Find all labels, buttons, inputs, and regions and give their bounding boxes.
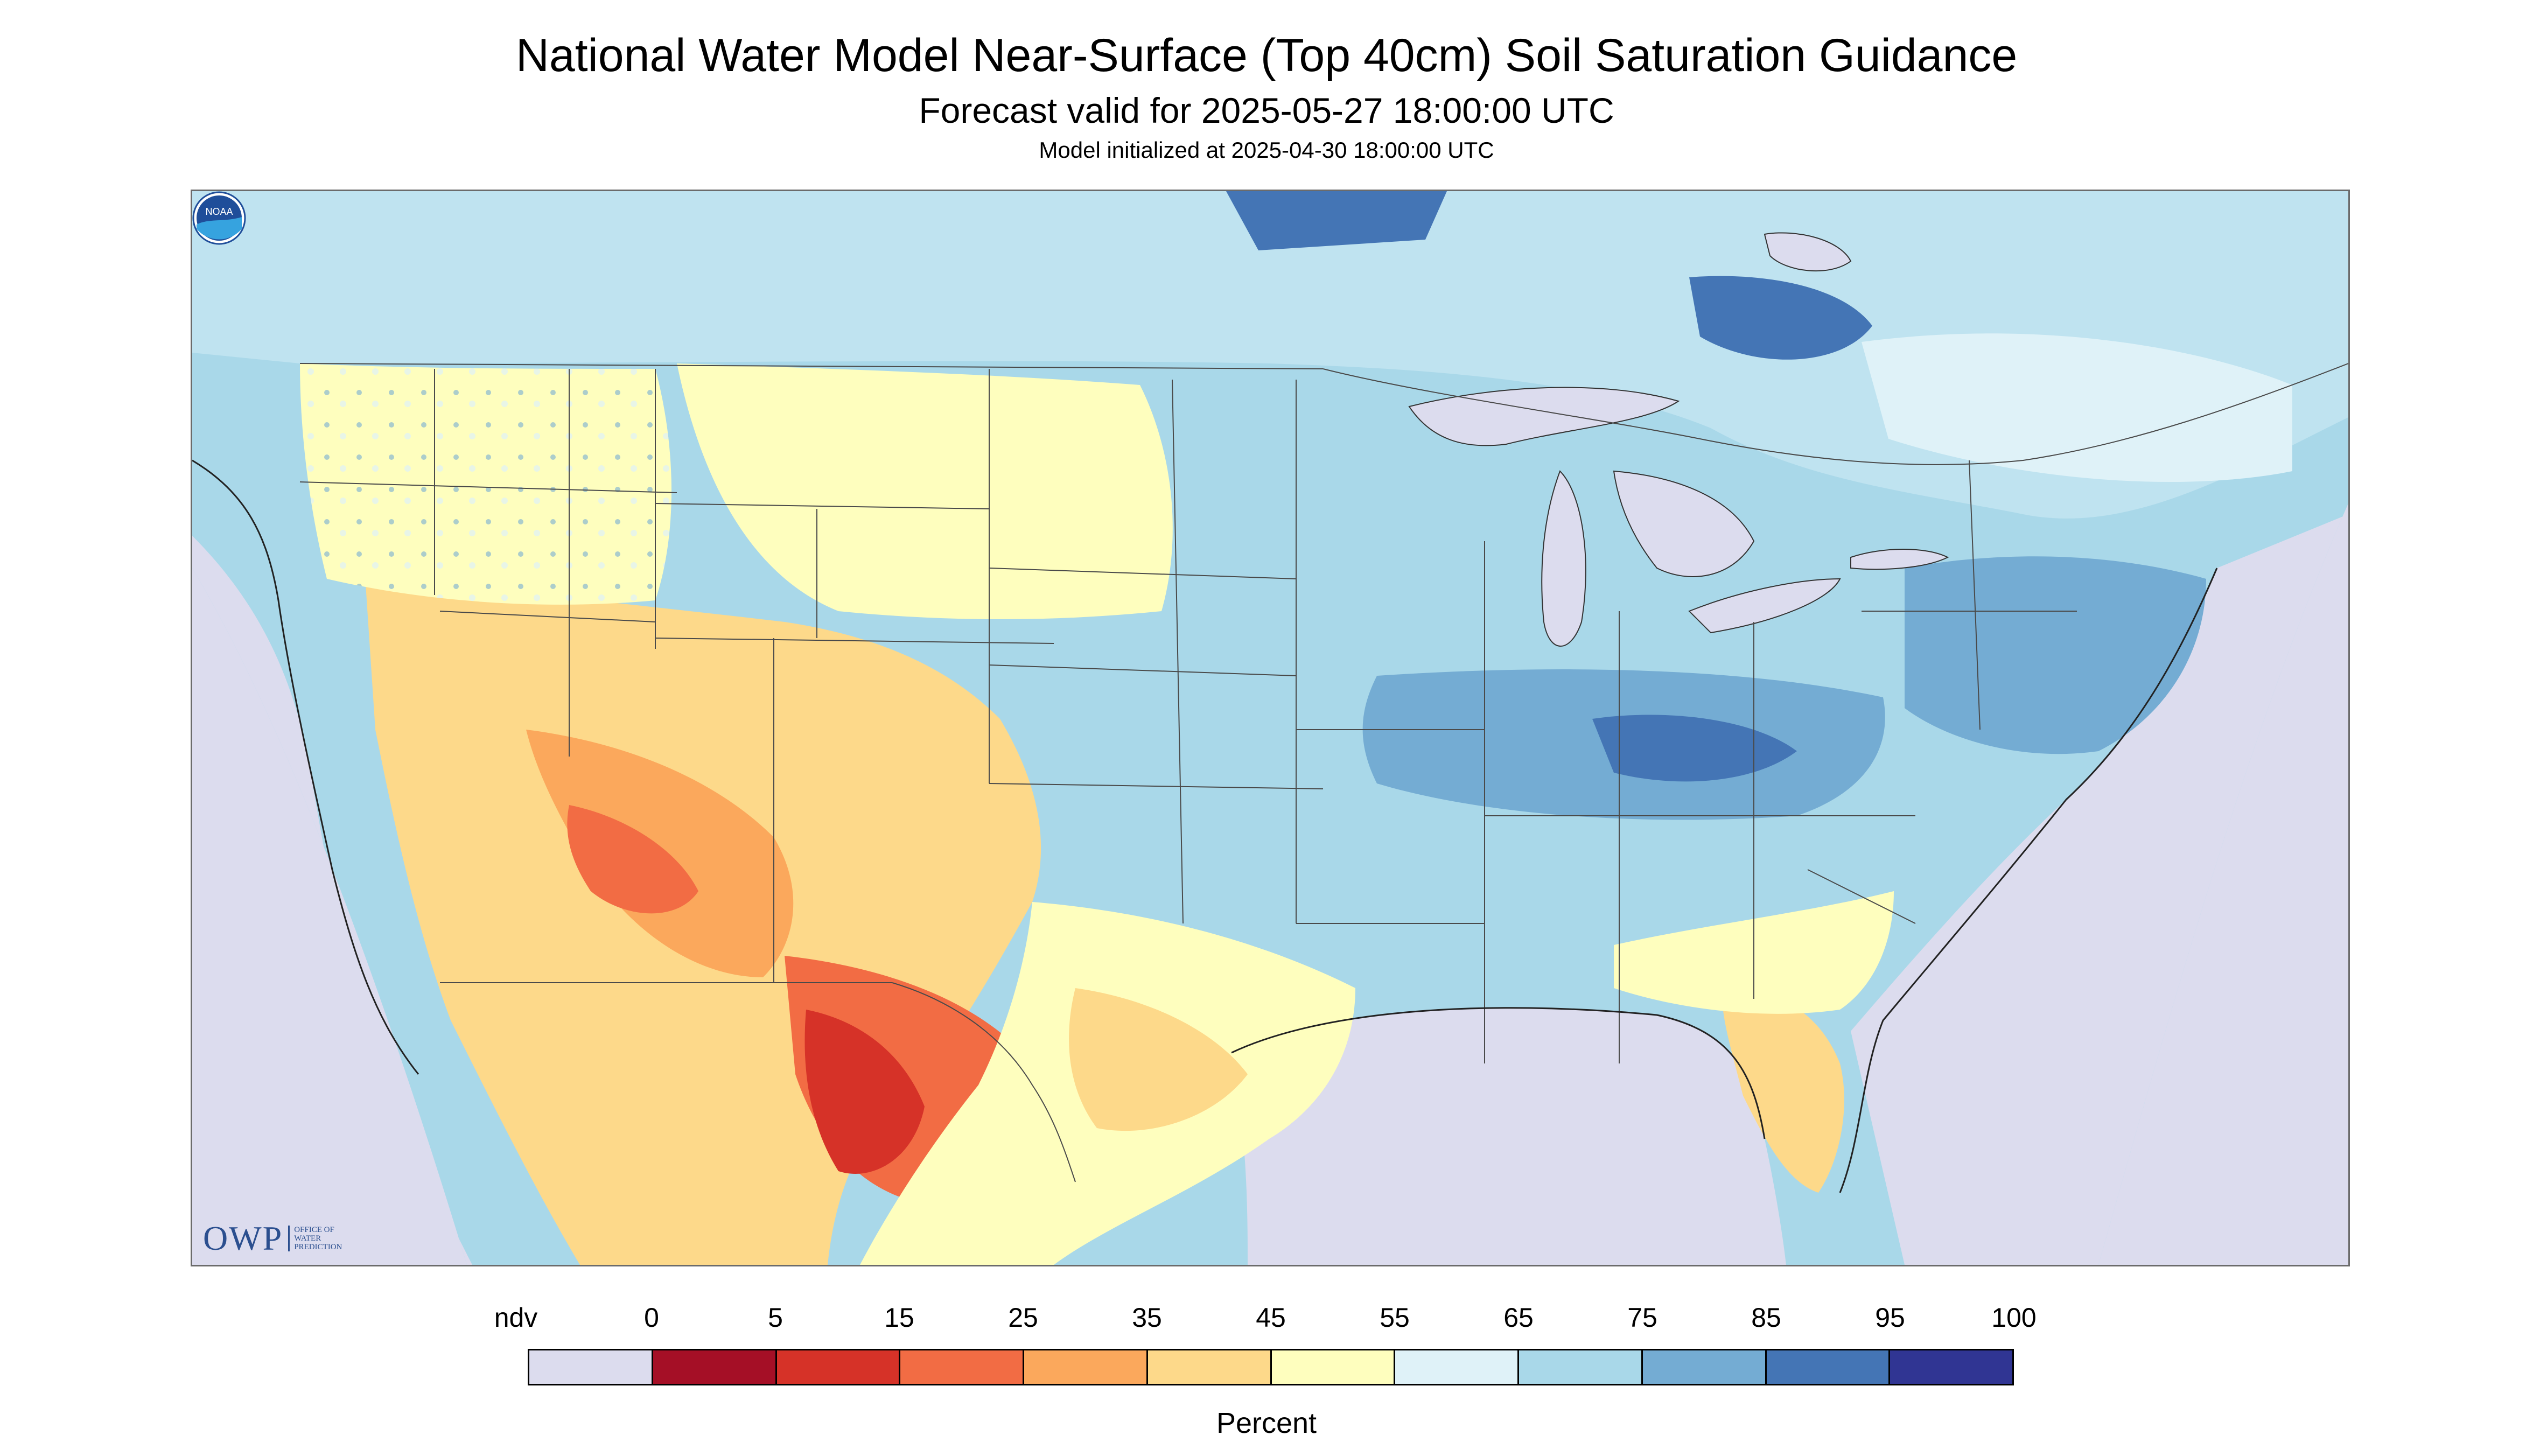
map-canvas bbox=[192, 191, 2348, 1265]
legend-label: 65 bbox=[1503, 1303, 1534, 1333]
legend-label: 45 bbox=[1256, 1303, 1286, 1333]
color-scale-swatch bbox=[1395, 1350, 1519, 1384]
color-scale-swatch bbox=[1890, 1350, 2012, 1384]
coastlines bbox=[192, 459, 2218, 1193]
legend-label: 95 bbox=[1875, 1303, 1905, 1333]
legend-label: 75 bbox=[1627, 1303, 1657, 1333]
texas-dryish bbox=[1069, 988, 1248, 1131]
legend-label: 55 bbox=[1380, 1303, 1410, 1333]
legend-label: 35 bbox=[1132, 1303, 1162, 1333]
northwest-speckle bbox=[300, 363, 671, 605]
legend-label: 15 bbox=[884, 1303, 914, 1333]
ohio-valley-very-wet bbox=[1592, 715, 1797, 782]
canada-region bbox=[192, 191, 2348, 519]
soil-saturation-map[interactable]: OWP OFFICE OF WATER PREDICTION NOAA bbox=[191, 190, 2350, 1266]
northern-plains-neutral bbox=[677, 363, 1173, 619]
color-scale-swatch bbox=[653, 1350, 777, 1384]
color-scale-swatch bbox=[529, 1350, 653, 1384]
legend-label: 5 bbox=[768, 1303, 783, 1333]
lake-superior bbox=[1408, 387, 1680, 446]
canada-wet-area bbox=[1226, 191, 1447, 250]
model-initialized-time: Model initialized at 2025-04-30 18:00:00… bbox=[1039, 137, 1494, 163]
political-boundaries bbox=[299, 363, 2348, 1182]
color-scale-swatch bbox=[1024, 1350, 1148, 1384]
color-scale-swatch bbox=[1147, 1350, 1272, 1384]
lake-huron bbox=[1613, 470, 1755, 577]
arizona-dry bbox=[567, 805, 698, 914]
florida-dry bbox=[1722, 988, 1844, 1193]
color-scale-swatch bbox=[1271, 1350, 1396, 1384]
legend-unit-label: Percent bbox=[1216, 1407, 1317, 1439]
legend-label: 25 bbox=[1008, 1303, 1038, 1333]
lake-erie bbox=[1688, 578, 1841, 634]
legend-label: 85 bbox=[1751, 1303, 1781, 1333]
owp-logo-mark: OWP bbox=[203, 1219, 283, 1257]
hudson-region bbox=[1689, 276, 1872, 360]
legend-label: ndv bbox=[494, 1303, 538, 1333]
legend-label: 100 bbox=[1991, 1303, 2037, 1333]
quebec-moist bbox=[1862, 333, 2292, 482]
color-scale-bar bbox=[528, 1349, 2014, 1385]
legend-label: 0 bbox=[644, 1303, 659, 1333]
forecast-valid-time: Forecast valid for 2025-05-27 18:00:00 U… bbox=[919, 90, 1614, 130]
color-scale-swatch bbox=[1766, 1350, 1891, 1384]
owp-logo: OWP OFFICE OF WATER PREDICTION bbox=[203, 1219, 342, 1258]
northeast-moist bbox=[1905, 556, 2206, 754]
lake-ontario bbox=[1850, 549, 1949, 570]
owp-logo-text: OFFICE OF WATER PREDICTION bbox=[288, 1226, 342, 1251]
hudson-bay-lake bbox=[1764, 232, 1852, 272]
legend-labels: ndv 0 5 15 25 35 45 55 65 75 85 95 100 bbox=[0, 1302, 2533, 1334]
color-scale-swatch bbox=[1642, 1350, 1767, 1384]
color-scale-swatch bbox=[776, 1350, 901, 1384]
noaa-logo: NOAA bbox=[192, 191, 246, 245]
color-scale-swatch bbox=[1519, 1350, 1643, 1384]
atlantic-ocean bbox=[1851, 503, 2348, 1265]
chihuahua-extreme bbox=[804, 1010, 925, 1174]
noaa-logo-text: NOAA bbox=[205, 206, 233, 217]
gulf-of-mexico bbox=[1231, 1007, 1786, 1265]
lake-michigan bbox=[1541, 470, 1586, 647]
pacific-ocean bbox=[192, 536, 472, 1265]
color-scale-swatch bbox=[900, 1350, 1024, 1384]
map-title: National Water Model Near-Surface (Top 4… bbox=[515, 30, 2018, 81]
